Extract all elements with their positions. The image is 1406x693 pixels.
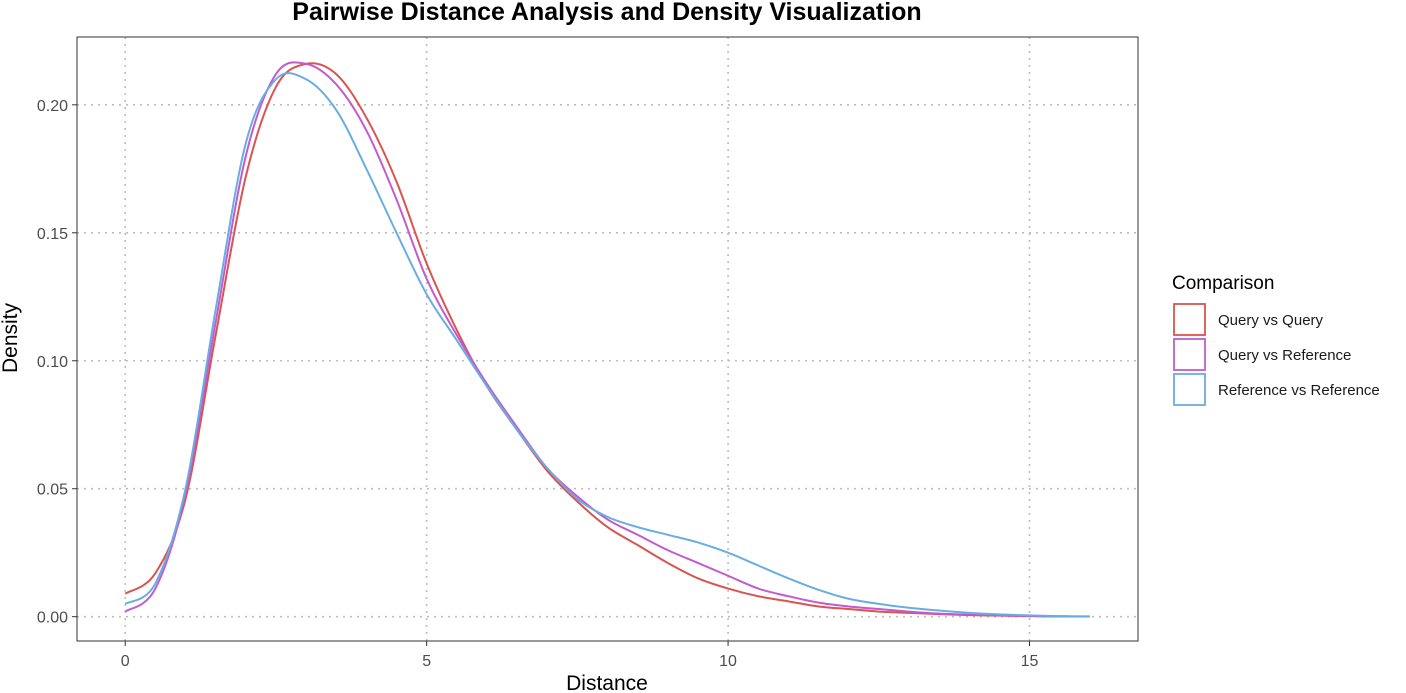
- y-tick-label: 0.05: [37, 482, 68, 499]
- series-line-query-vs-reference: [124, 61, 1090, 618]
- legend-title: Comparison: [1172, 273, 1274, 294]
- legend-key-reference-vs-reference: [1173, 373, 1206, 406]
- legend-label-reference-vs-reference: Reference vs Reference: [1218, 382, 1380, 399]
- legend-key-query-vs-query: [1173, 303, 1206, 336]
- series-line-query-vs-query: [124, 62, 1090, 618]
- series-lines: [124, 61, 1090, 618]
- chart-title: Pairwise Distance Analysis and Density V…: [292, 0, 921, 26]
- grid-lines: [77, 37, 1138, 641]
- plot-panel-border: [76, 36, 1139, 642]
- legend-label-query-vs-query: Query vs Query: [1218, 312, 1324, 329]
- legend-key-query-vs-reference: [1173, 338, 1206, 371]
- axis-ticks: 0 5 10 15 0.00 0.05 0.10 0.15 0.20: [37, 98, 1039, 670]
- x-tick-label: 15: [1021, 653, 1039, 670]
- y-tick-label: 0.15: [37, 226, 68, 243]
- y-axis-title: Density: [0, 302, 22, 373]
- x-tick-label: 0: [121, 653, 130, 670]
- legend: Comparison Query vs Query Query vs Refere…: [1172, 273, 1380, 406]
- series-line-reference-vs-reference: [124, 72, 1090, 618]
- x-axis-title: Distance: [566, 672, 648, 693]
- y-tick-label: 0.00: [37, 610, 68, 627]
- legend-label-query-vs-reference: Query vs Reference: [1218, 347, 1351, 364]
- legend-items: Query vs Query Query vs Reference Referenc…: [1173, 303, 1380, 406]
- x-tick-label: 10: [719, 653, 737, 670]
- x-tick-label: 5: [422, 653, 431, 670]
- y-tick-label: 0.10: [37, 354, 68, 371]
- y-tick-label: 0.20: [37, 98, 68, 115]
